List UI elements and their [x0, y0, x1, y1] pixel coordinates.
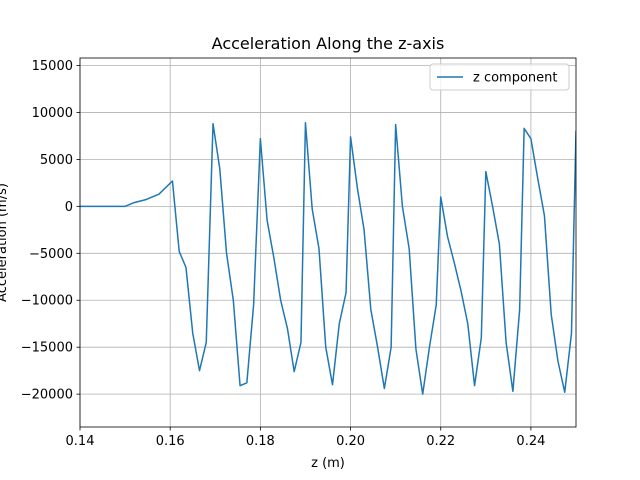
x-tick-label: 0.18 [246, 434, 275, 449]
y-tick-label: 5000 [40, 153, 73, 168]
y-tick-label: −20000 [21, 388, 73, 403]
y-tick-label: −15000 [21, 341, 73, 356]
x-axis-title: z (m) [311, 456, 345, 471]
y-tick-label: 15000 [32, 59, 73, 74]
x-tick-label: 0.24 [516, 434, 545, 449]
x-tick-label: 0.14 [66, 434, 95, 449]
legend-label: z component [473, 71, 558, 86]
legend-box [429, 63, 570, 91]
tick-layer: 0.14 0.16 0.18 0.20 0.22 0.24 −20000 −15000 −100… [21, 59, 546, 449]
series-line-z-component [80, 122, 576, 395]
x-tick-label: 0.22 [426, 434, 455, 449]
series-layer [80, 122, 576, 395]
plot-frame [79, 57, 577, 428]
x-tick-label: 0.16 [156, 434, 185, 449]
chart-title: Acceleration Along the z-axis [212, 34, 445, 53]
y-tick-label: −5000 [29, 247, 73, 262]
y-tick-label: −10000 [21, 294, 73, 309]
y-tick-label: 10000 [32, 106, 73, 121]
legend: z component [429, 63, 570, 91]
y-tick-label: 0 [65, 200, 73, 215]
x-tick-label: 0.20 [336, 434, 365, 449]
y-axis-title: Acceleration (m/s) [0, 183, 10, 302]
